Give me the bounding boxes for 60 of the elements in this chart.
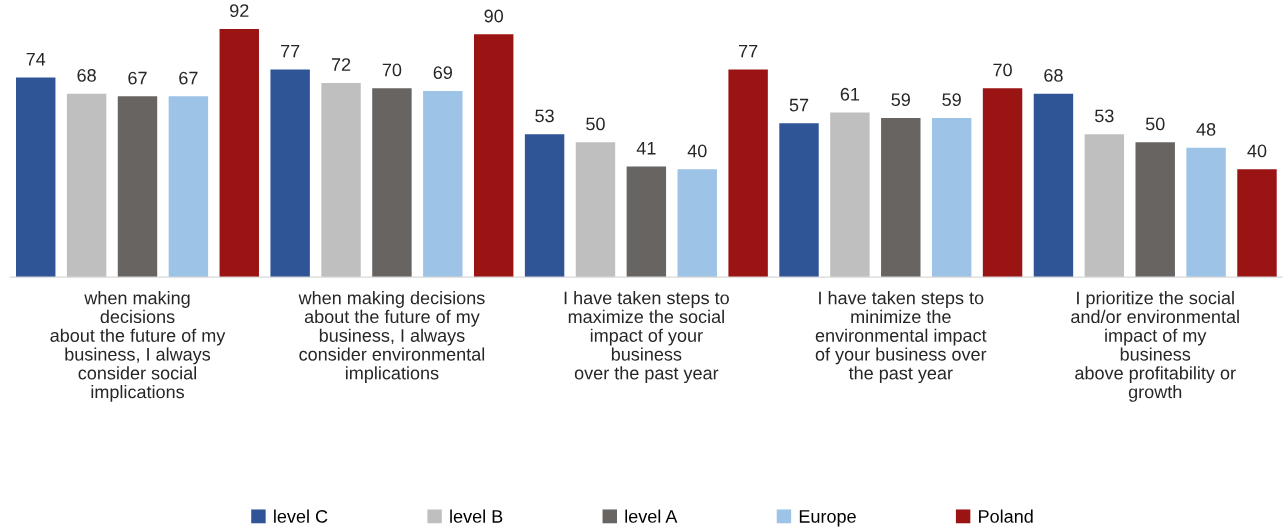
- data-label: 61: [840, 87, 860, 101]
- bar: [321, 82, 361, 278]
- legend-label: level C: [274, 509, 328, 523]
- x-tick-label: when making decisions about the future of my business, I always consider environmental implications: [298, 291, 485, 384]
- data-label: 70: [993, 63, 1012, 77]
- bar: [1084, 134, 1125, 278]
- data-label: 59: [891, 93, 910, 107]
- data-label: 40: [1247, 144, 1267, 158]
- bar: [219, 28, 259, 278]
- data-label: 69: [433, 66, 452, 80]
- legend-label: Poland: [979, 509, 1033, 523]
- data-label: 57: [789, 98, 809, 112]
- bar: [168, 96, 209, 278]
- data-label: 68: [1044, 68, 1063, 82]
- data-label: 67: [128, 71, 147, 85]
- data-label: 40: [687, 144, 707, 158]
- bar: [626, 166, 667, 278]
- data-label: 41: [636, 142, 656, 155]
- bar: [473, 34, 514, 278]
- data-label: 70: [382, 63, 402, 77]
- bar: [1135, 142, 1175, 278]
- data-label: 77: [739, 44, 758, 58]
- bar: [677, 169, 717, 278]
- data-label: 48: [1196, 122, 1216, 136]
- x-tick-label: I have taken steps to minimize the environmental impact of your business over the past year: [815, 291, 987, 384]
- bar: [779, 123, 819, 278]
- data-label: 50: [1145, 117, 1165, 131]
- bar: [830, 112, 870, 278]
- bar: [270, 69, 310, 278]
- bar: [524, 134, 565, 278]
- bar: [423, 90, 463, 278]
- data-label: 74: [26, 52, 46, 66]
- x-tick-label: when making decisions about the future of my business, I always consider social implications: [50, 291, 226, 402]
- x-tick-label: I prioritize the social and/or environmental impact of my business above profitability or growth: [1071, 291, 1239, 402]
- data-label: 90: [484, 9, 504, 23]
- bar: [575, 142, 616, 278]
- data-label: 53: [1095, 109, 1114, 123]
- data-label: 68: [77, 68, 96, 82]
- bar: [1186, 147, 1226, 278]
- legend-label: level A: [625, 509, 678, 523]
- bar: [117, 96, 158, 278]
- data-label: 67: [179, 71, 198, 85]
- data-label: 92: [230, 4, 249, 17]
- bar: [16, 77, 56, 278]
- data-label: 59: [942, 93, 961, 107]
- legend-label: Europe: [799, 510, 856, 527]
- data-label: 53: [535, 109, 554, 123]
- bar: [1033, 93, 1074, 278]
- bar: [372, 88, 412, 278]
- bar: [728, 69, 768, 278]
- bar: [931, 117, 972, 278]
- bar: [982, 88, 1023, 278]
- data-label: 77: [281, 44, 300, 58]
- bar: [1237, 169, 1277, 278]
- data-label: 72: [331, 58, 351, 71]
- bar: [881, 117, 921, 278]
- bar: [66, 93, 107, 278]
- x-tick-label: I have taken steps to maximize the social impact of your business over the past year: [564, 291, 729, 384]
- data-label: 50: [586, 117, 605, 131]
- legend-label: level B: [450, 509, 503, 523]
